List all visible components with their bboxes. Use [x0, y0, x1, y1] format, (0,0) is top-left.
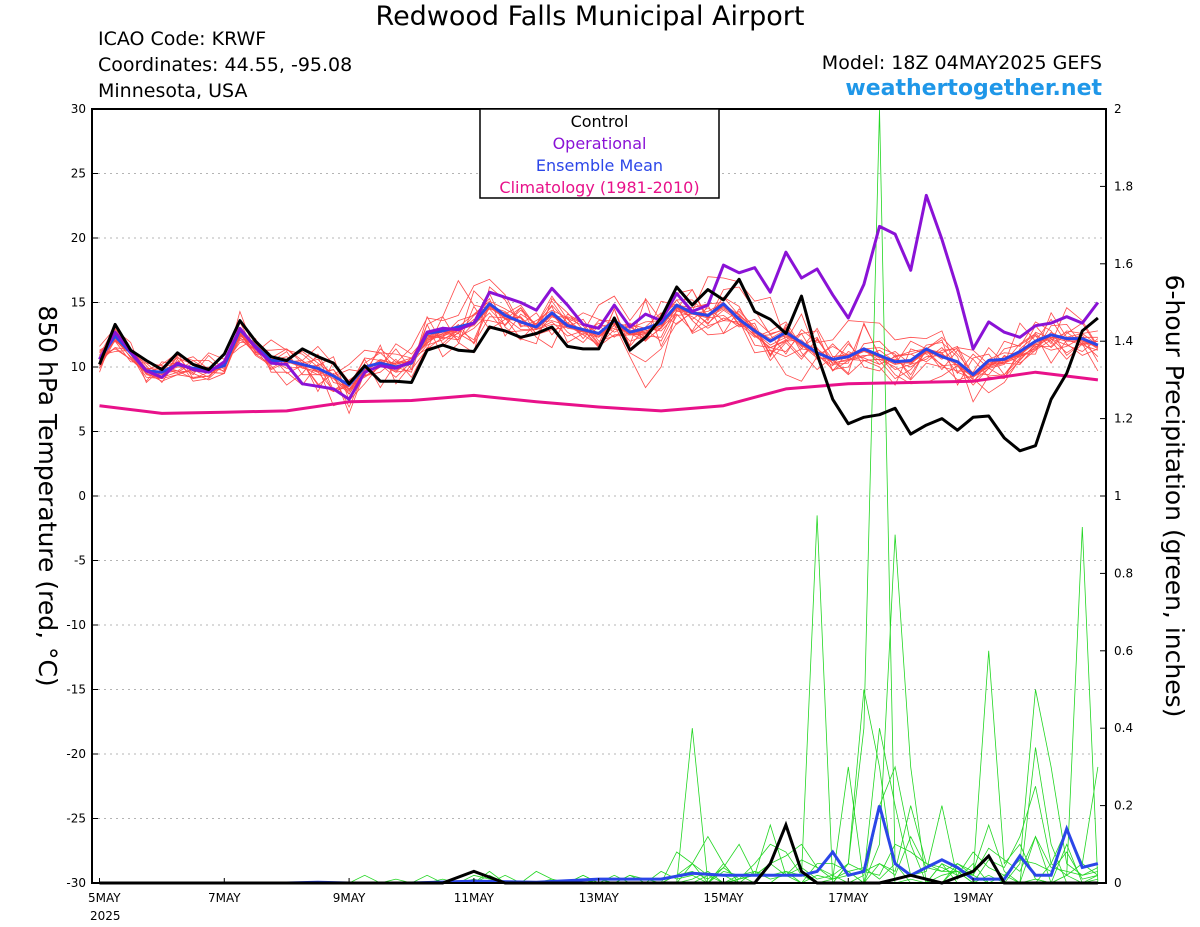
y2-axis-title: 6-hour Precipitation (green, inches)	[1160, 275, 1189, 718]
x-tick-label: 15MAY	[703, 891, 744, 905]
x-tick-label: 11MAY	[454, 891, 495, 905]
y-tick-label: -30	[66, 876, 86, 890]
y2-tick-label: 0.8	[1114, 566, 1133, 580]
member-precip-line	[99, 515, 1098, 885]
legend-entry: Control	[571, 112, 629, 131]
chart-title: Redwood Falls Municipal Airport	[375, 1, 805, 32]
y-tick-label: 30	[71, 102, 86, 116]
axes: 302520151050-5-10-15-20-25-3021.81.61.41…	[33, 102, 1189, 923]
member-precip-line	[99, 526, 1099, 884]
legend-box	[479, 108, 720, 199]
main-precip-lines	[99, 805, 1099, 885]
y2-tick-label: 0.4	[1114, 721, 1133, 735]
y-tick-label: 10	[71, 360, 86, 374]
y-tick-label: -10	[66, 618, 86, 632]
y-tick-label: 20	[71, 231, 86, 245]
y2-tick-label: 0.2	[1114, 799, 1133, 813]
legend: Control Operational Ensemble Mean Climatolo…	[479, 108, 720, 199]
y2-tick-label: 1.2	[1114, 412, 1133, 426]
member-precip-line	[99, 765, 1099, 884]
legend-entry: Ensemble Mean	[536, 156, 663, 175]
year-label: 2025	[90, 909, 121, 923]
y-tick-label: 0	[78, 489, 86, 503]
precip-mean-line	[99, 805, 1099, 885]
y-tick-label: -20	[66, 747, 86, 761]
y2-tick-label: 2	[1114, 102, 1122, 116]
precip-control-line	[99, 820, 1098, 885]
member-temperature-line	[99, 279, 1099, 407]
y-tick-label: -25	[66, 812, 86, 826]
y2-tick-label: 1.4	[1114, 334, 1133, 348]
x-tick-label: 9MAY	[333, 891, 366, 905]
y2-tick-label: 1.6	[1114, 257, 1133, 271]
main-temperature-lines	[98, 193, 1100, 453]
x-tick-label: 13MAY	[579, 891, 620, 905]
legend-entry: Operational	[553, 134, 647, 153]
y-tick-label: 15	[71, 296, 86, 310]
y-tick-label: 25	[71, 167, 86, 181]
member-temperature-line	[99, 307, 1099, 395]
coordinates: Coordinates: 44.55, -95.08	[98, 54, 353, 76]
y-tick-label: -15	[66, 683, 86, 697]
y-axis-title: 850 hPa Temperature (red, °C)	[33, 305, 62, 686]
control-line	[98, 277, 1099, 453]
x-tick-label: 5MAY	[88, 891, 121, 905]
operational-line	[98, 193, 1100, 401]
site-credit: weathertogether.net	[845, 76, 1102, 101]
model-run: Model: 18Z 04MAY2025 GEFS	[821, 52, 1102, 74]
member-temperature-lines	[99, 276, 1099, 415]
x-tick-label: 19MAY	[953, 891, 994, 905]
location: Minnesota, USA	[98, 80, 248, 102]
plot-frame	[91, 108, 1107, 884]
x-tick-label: 17MAY	[828, 891, 869, 905]
ensemble-mean-line	[98, 302, 1099, 387]
member-precip-line	[99, 766, 1098, 884]
legend-entry: Climatology (1981-2010)	[499, 178, 699, 197]
climatology-line	[99, 370, 1099, 415]
member-precip-line	[99, 835, 1099, 884]
icao-code: ICAO Code: KRWF	[98, 28, 267, 50]
y2-tick-label: 0	[1114, 876, 1122, 890]
y2-tick-label: 0.6	[1114, 644, 1133, 658]
y2-tick-label: 1.8	[1114, 179, 1133, 193]
x-tick-label: 7MAY	[208, 891, 241, 905]
y-tick-label: -5	[74, 554, 86, 568]
member-precip-line	[99, 728, 1099, 885]
y2-tick-label: 1	[1114, 489, 1122, 503]
member-precip-line	[99, 728, 1098, 884]
grid	[92, 173, 1106, 819]
y-tick-label: 5	[78, 425, 86, 439]
